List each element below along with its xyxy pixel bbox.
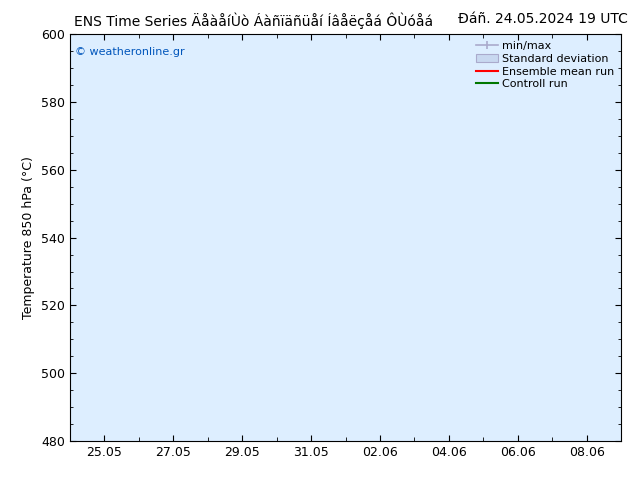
Text: © weatheronline.gr: © weatheronline.gr	[75, 47, 185, 56]
Legend: min/max, Standard deviation, Ensemble mean run, Controll run: min/max, Standard deviation, Ensemble me…	[471, 37, 619, 94]
Bar	[70, 34, 207, 441]
Y-axis label: Temperature 850 hPa (°C): Temperature 850 hPa (°C)	[22, 156, 36, 319]
Bar	[346, 34, 483, 441]
Bar	[207, 34, 346, 441]
Text: ENS Time Series ÄåàåíÙò Áàñïäñüåí Íâåëçåá ÔÙóåá: ENS Time Series ÄåàåíÙò Áàñïäñüåí Íâåëçå…	[74, 12, 433, 29]
Bar	[483, 34, 621, 441]
Text: Ðáñ. 24.05.2024 19 UTC: Ðáñ. 24.05.2024 19 UTC	[458, 12, 628, 26]
